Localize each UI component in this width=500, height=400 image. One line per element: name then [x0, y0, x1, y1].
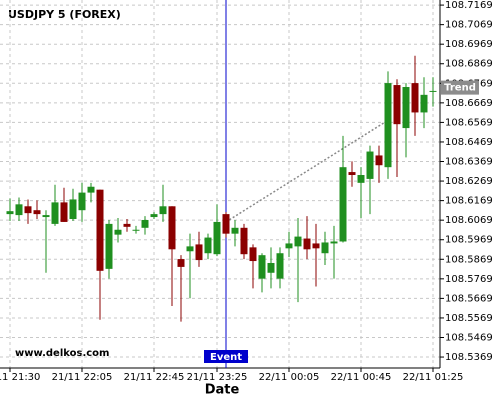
candle-body [348, 172, 356, 176]
candle-body [267, 262, 275, 273]
candle-body [231, 227, 239, 234]
candle-body [186, 246, 194, 252]
candle-body [24, 206, 32, 214]
candle-body [195, 244, 203, 261]
candle-body [204, 237, 212, 254]
candle-body [294, 236, 302, 247]
candle-body [330, 241, 338, 244]
candle-body [420, 94, 428, 113]
candle-body [240, 227, 248, 255]
x-tick-label: 21/11 21:30 [0, 372, 40, 383]
x-tick-label: 22/11 00:45 [331, 372, 392, 383]
y-tick-label: 108.5769 [445, 274, 493, 285]
candle-body [141, 219, 149, 228]
candle-body [51, 202, 59, 224]
candle-body [411, 83, 419, 113]
candle-body [87, 186, 95, 193]
candle-body [105, 223, 113, 269]
y-tick-label: 108.6869 [445, 59, 493, 70]
y-tick-label: 108.5869 [445, 254, 493, 265]
x-tick-label: 21/11 22:45 [124, 372, 185, 383]
candle-body [339, 167, 347, 242]
candle-body [69, 199, 77, 220]
candle-body [357, 175, 365, 183]
candle-body [222, 214, 230, 234]
event-label: Event [210, 352, 242, 363]
candle-body [42, 215, 50, 218]
candle-body [78, 192, 86, 211]
candle-body [177, 259, 185, 267]
x-tick-label: 22/11 00:05 [259, 372, 320, 383]
candle-body [303, 238, 311, 250]
candle-body [168, 206, 176, 250]
candle-body [132, 229, 140, 231]
watermark: www.delkos.com [15, 348, 109, 359]
y-tick-label: 108.7069 [445, 20, 493, 31]
candle-body [321, 242, 329, 254]
trend-box [441, 80, 479, 95]
candle-body [213, 221, 221, 255]
y-tick-label: 108.7169 [445, 0, 493, 11]
y-tick-label: 108.6469 [445, 137, 493, 148]
y-tick-label: 108.6269 [445, 176, 493, 187]
candle-body [384, 83, 392, 168]
y-tick-label: 108.6369 [445, 157, 493, 168]
y-tick-label: 108.6069 [445, 215, 493, 226]
x-tick-label: 21/11 22:05 [52, 372, 113, 383]
candle-body [276, 253, 284, 279]
y-tick-label: 108.5469 [445, 332, 493, 343]
candle-body [123, 223, 131, 227]
trend-label: Trend [444, 83, 476, 94]
y-tick-label: 108.5569 [445, 313, 493, 324]
candle-body [6, 211, 14, 215]
y-tick-label: 108.6669 [445, 98, 493, 109]
candle-body [402, 87, 410, 129]
candle-body [429, 90, 437, 92]
candle-body [96, 189, 104, 271]
chart-title: USDJPY 5 (FOREX) [8, 8, 121, 21]
x-axis-label: Date [205, 383, 240, 398]
y-tick-label: 108.6969 [445, 39, 493, 50]
x-tick-label: 21/11 23:25 [187, 372, 248, 383]
candle-body [393, 85, 401, 125]
candle-body [60, 202, 68, 222]
candle-body [312, 243, 320, 249]
candle-body [159, 206, 167, 215]
candle-body [366, 151, 374, 179]
candle-body [375, 155, 383, 166]
event-box [204, 350, 248, 363]
candle-body [33, 210, 41, 215]
candle-body [249, 247, 257, 262]
candle-body [150, 214, 158, 218]
y-tick-label: 108.5669 [445, 293, 493, 304]
y-tick-label: 108.5969 [445, 235, 493, 246]
candle-body [285, 243, 293, 249]
y-tick-label: 108.6569 [445, 117, 493, 128]
y-tick-label: 108.6169 [445, 196, 493, 207]
candle-body [258, 255, 266, 279]
candle-body [114, 229, 122, 235]
y-tick-label: 108.5369 [445, 352, 493, 363]
candle-body [15, 204, 23, 216]
x-tick-label: 22/11 01:25 [403, 372, 464, 383]
